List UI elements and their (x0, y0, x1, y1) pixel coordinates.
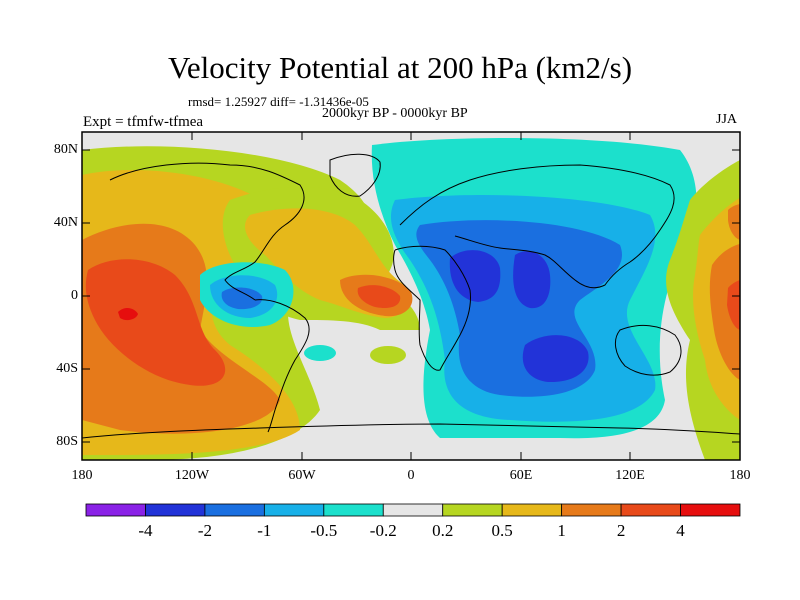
colorbar-swatch-10 (680, 503, 741, 517)
coast-antarctica (82, 423, 740, 439)
coast-greenland (329, 153, 381, 197)
experiment-label: Expt = tfmfw-tfmea (83, 114, 204, 130)
lon-label-180e: 180 (729, 468, 751, 483)
contour-wpac-2 (727, 280, 740, 330)
lon-label-120w: 120W (174, 468, 210, 483)
contour-satlantic-pos (370, 346, 406, 364)
colorbar-swatch-7 (501, 503, 563, 517)
colorbar-label-5: 0.2 (432, 521, 454, 540)
colorbar-label-3: -0.5 (310, 521, 338, 540)
contour-pacific-4 (118, 307, 138, 321)
axis-ticks (81, 132, 741, 460)
lon-label-120e: 120E (615, 468, 645, 483)
colorbar (85, 503, 741, 517)
lat-label-40s: 40S (56, 361, 78, 376)
contour-wpac-1 (709, 244, 740, 380)
colorbar-label-6: 0.5 (491, 521, 513, 540)
colorbar-swatch-1 (145, 503, 206, 517)
colorbar-swatch-6 (442, 503, 503, 517)
contour-atlantic-2 (357, 285, 401, 308)
contour-neafr-2 (728, 204, 740, 240)
lon-label-0: 0 (407, 468, 415, 483)
colorbar-label-9: 4 (676, 521, 685, 540)
period-text: 2000kyr BP - 0000kyr BP (322, 106, 468, 121)
page-title: Velocity Potential at 200 hPa (km2/s) (167, 50, 633, 85)
contour-fields (82, 138, 740, 460)
colorbar-swatch-2 (204, 503, 265, 517)
colorbar-label-4: -0.2 (369, 521, 397, 540)
colorbar-label-1: -2 (197, 521, 212, 540)
contour-camerica-1 (221, 287, 263, 310)
colorbar-swatch-9 (620, 503, 681, 517)
colorbar-label-7: 1 (557, 521, 566, 540)
colorbar-swatch-8 (561, 503, 622, 517)
coast-africa (393, 245, 471, 371)
coast-north-america (109, 162, 305, 301)
coastlines (82, 153, 740, 439)
coast-south-america (254, 299, 310, 433)
lon-label-60e: 60E (509, 468, 533, 483)
colorbar-label-2: -1 (257, 521, 272, 540)
colorbar-swatch-0 (85, 503, 146, 517)
coast-australia (614, 324, 682, 376)
season-label: JJA (716, 112, 738, 127)
contour-east-2a (449, 250, 501, 302)
colorbar-swatch-5 (382, 503, 444, 517)
contour-pacific-2 (85, 259, 226, 386)
contour-satlantic-neg (304, 345, 336, 361)
lat-label-80n: 80N (53, 142, 78, 157)
lat-label-80s: 80S (56, 434, 78, 449)
coast-eurasia (399, 164, 675, 289)
stats-text: rmsd= 1.25927 diff= -1.31436e-05 (188, 94, 369, 109)
colorbar-label-0: -4 (138, 521, 153, 540)
lon-label-60w: 60W (288, 468, 316, 483)
colorbar-label-8: 2 (616, 521, 626, 540)
colorbar-swatch-4 (323, 503, 384, 517)
lon-label-180w: 180 (71, 468, 93, 483)
colorbar-swatch-3 (263, 503, 325, 517)
contour-east-2b (513, 251, 551, 309)
contour-east-2c (522, 335, 589, 383)
lat-label-40n: 40N (53, 215, 78, 230)
lat-label-0: 0 (71, 288, 78, 303)
